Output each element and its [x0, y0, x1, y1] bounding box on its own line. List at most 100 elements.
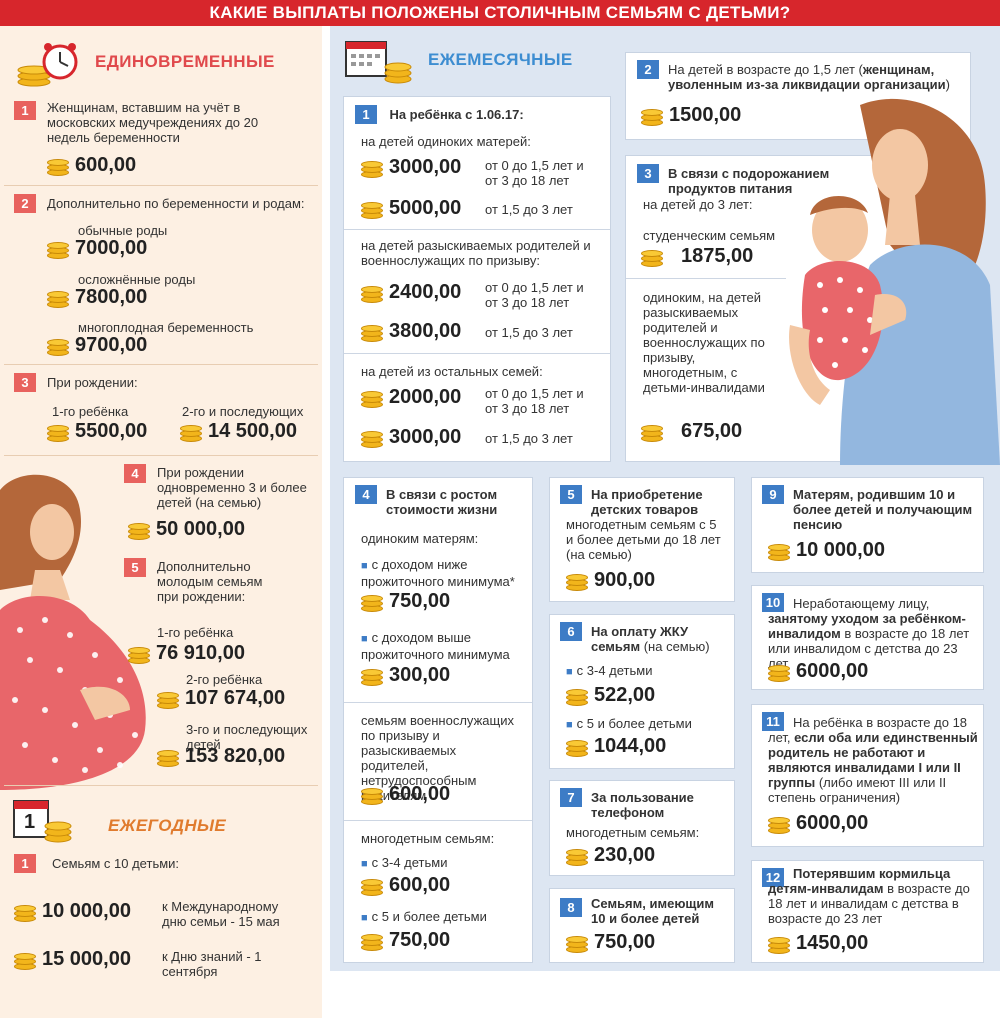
divider	[4, 455, 318, 456]
coins-icon	[157, 691, 179, 709]
amount: 900,00	[566, 569, 655, 592]
block-title: В связи с подорожанием продуктов питания	[668, 166, 830, 196]
item-number: 12	[762, 868, 784, 887]
item-number: 3	[637, 164, 659, 183]
amount: 2000,00	[361, 386, 461, 409]
item-number: 8	[560, 898, 582, 917]
coins-icon	[361, 933, 383, 951]
coins-icon	[14, 904, 36, 922]
amount: 675,00	[641, 420, 742, 443]
calendar-day: 1	[24, 811, 36, 833]
coins-icon	[361, 390, 383, 408]
coins-icon	[566, 688, 588, 706]
item-number: 3	[14, 373, 36, 392]
row-note: от 1,5 до 3 лет	[485, 325, 573, 340]
pregnant-woman-illustration	[0, 470, 160, 790]
one-time-item-3: 3 При рождении: 1-го ребёнка 5500,00 2-г…	[14, 372, 314, 452]
amount: 1875,00	[641, 245, 753, 268]
row-label: ■ с 5 и более детьми	[361, 909, 487, 924]
amount: 522,00	[566, 684, 655, 707]
amount: 600,00	[361, 783, 450, 806]
coins-icon	[47, 290, 69, 308]
amount: 1044,00	[566, 735, 666, 758]
divider	[4, 364, 318, 365]
item-number: 4	[355, 485, 377, 504]
amount: 153 820,00	[157, 745, 285, 768]
coins-icon	[361, 324, 383, 342]
amount: 3000,00	[361, 426, 461, 449]
amount: 76 910,00	[128, 642, 245, 665]
item-label: Дополнительно молодым семьям при рождени…	[157, 559, 263, 604]
coins-icon	[768, 543, 790, 561]
bullet-icon: ■	[361, 560, 368, 572]
amount: 14 500,00	[180, 420, 297, 443]
coins-icon	[361, 878, 383, 896]
bullet-icon: ■	[361, 633, 368, 645]
amount: 5000,00	[361, 197, 461, 220]
sub-label: 2-го ребёнка	[186, 672, 263, 687]
block-label: На детей в возрасте до 1,5 лет (женщинам…	[668, 62, 950, 92]
sub-label: к Международному дню семьи - 15 мая	[162, 899, 280, 929]
divider	[626, 278, 786, 279]
amount: 600,00	[47, 154, 136, 177]
coins-icon	[361, 787, 383, 805]
monthly-title: ЕЖЕМЕСЯЧНЫЕ	[428, 50, 573, 69]
block-label: Потерявшим кормильца детям-инвалидам в в…	[768, 866, 970, 926]
group-label: на детей одиноких матерей:	[361, 134, 531, 149]
item-number: 5	[124, 558, 146, 577]
amount: 7000,00	[47, 237, 147, 260]
mother-child-illustration	[780, 95, 1000, 465]
divider	[344, 820, 532, 821]
item-label: Дополнительно по беременности и родам:	[47, 196, 305, 211]
item-label: При рождении:	[47, 375, 138, 390]
row-note: от 0 до 1,5 лет и от 3 до 18 лет	[485, 386, 584, 416]
row-note: от 0 до 1,5 лет и от 3 до 18 лет	[485, 158, 584, 188]
item-number: 9	[762, 485, 784, 504]
amount: 3800,00	[361, 320, 461, 343]
amount: 50 000,00	[128, 518, 245, 541]
one-time-title: ЕДИНОВРЕМЕННЫЕ	[95, 52, 275, 71]
row-label: ■ с доходом ниже прожиточного минимума*	[361, 557, 515, 589]
coins-icon	[128, 522, 150, 540]
amount: 15 000,00	[14, 948, 131, 971]
item-number: 1	[14, 101, 36, 120]
amount: 10 000,00	[14, 900, 131, 923]
coins-icon	[566, 935, 588, 953]
block-label: Неработающему лицу, занятому уходом за р…	[768, 596, 970, 671]
amount: 300,00	[361, 664, 450, 687]
sub-label: 1-го ребёнка	[157, 625, 234, 640]
coins-icon	[128, 646, 150, 664]
calendar-icon: 1	[12, 797, 74, 843]
sub-label: осложнённые роды	[78, 272, 196, 287]
block-title: На приобретение детских товаров	[591, 487, 703, 517]
calendar-coins-icon	[344, 38, 414, 84]
item-number: 10	[762, 593, 784, 612]
sub-label: 1-го ребёнка	[52, 404, 129, 419]
amount: 5500,00	[47, 420, 147, 443]
alarm-clock-icon	[12, 42, 82, 88]
row-note: от 0 до 1,5 лет и от 3 до 18 лет	[485, 280, 584, 310]
amount: 750,00	[361, 590, 450, 613]
coins-icon	[566, 739, 588, 757]
block-sub: одиноким матерям:	[361, 531, 479, 546]
annual-title: ЕЖЕГОДНЫЕ	[108, 816, 227, 835]
sub-label: 2-го и последующих	[182, 404, 304, 419]
item-number: 2	[637, 60, 659, 79]
block-label: На ребёнка в возрасте до 18 лет, если об…	[768, 715, 978, 805]
block-title: На ребёнка с 1.06.17:	[389, 107, 524, 122]
item-number: 1	[355, 105, 377, 124]
coins-icon	[768, 664, 790, 682]
block-1-header: 1 На ребёнка с 1.06.17:	[355, 105, 524, 124]
row-note: от 1,5 до 3 лет	[485, 202, 573, 217]
block-title: Семьям, имеющим 10 и более детей	[591, 896, 714, 926]
amount: 1450,00	[768, 932, 868, 955]
monthly-block-11	[751, 704, 984, 847]
amount: 6000,00	[768, 812, 868, 835]
amount: 107 674,00	[157, 687, 285, 710]
sub-label: 3-го и последующих детей	[186, 722, 308, 752]
row-label: ■ с 3-4 детьми	[566, 663, 653, 678]
block-sub: многодетным семьям с 5 и более детьми до…	[566, 517, 721, 562]
amount: 1500,00	[641, 104, 741, 127]
coins-icon	[361, 285, 383, 303]
sub-label: многоплодная беременность	[78, 320, 254, 335]
